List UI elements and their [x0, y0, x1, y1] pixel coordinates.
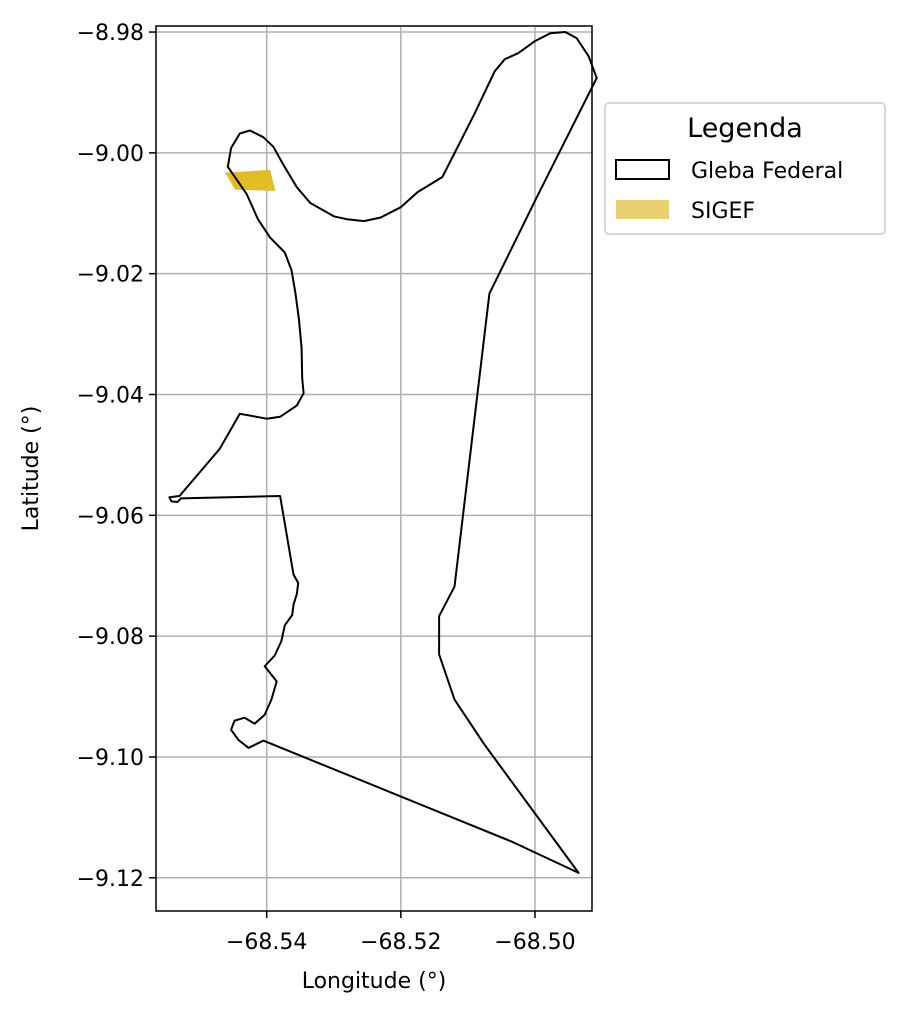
- y-tick-label: −9.00: [77, 142, 144, 167]
- x-axis-ticks: −68.54 −68.52 −68.50: [226, 911, 576, 955]
- y-tick-label: −9.08: [77, 625, 144, 650]
- sigef-polygon: [225, 169, 276, 191]
- gleba-federal-polygon: [168, 31, 598, 874]
- legend: Legenda Gleba Federal SIGEF: [604, 102, 886, 235]
- x-tick-label: −68.50: [494, 930, 575, 955]
- map-layers: [168, 31, 598, 874]
- legend-swatch-sigef: [616, 200, 669, 219]
- y-axis-ticks: −8.98 −9.00 −9.02 −9.04 −9.06 −9.08 −9.10 −9.12: [77, 21, 156, 892]
- y-tick-label: −9.12: [77, 867, 144, 892]
- legend-label-sigef: SIGEF: [691, 199, 755, 224]
- plot-frame: [155, 25, 593, 912]
- y-tick-label: −8.98: [77, 21, 144, 46]
- y-tick-label: −9.06: [77, 504, 144, 529]
- y-tick-label: −9.04: [77, 383, 144, 408]
- y-tick-label: −9.10: [77, 746, 144, 771]
- x-axis-label: Longitude (°): [302, 969, 447, 994]
- legend-label-gleba-federal: Gleba Federal: [691, 159, 843, 184]
- legend-swatch-gleba-federal: [615, 159, 670, 180]
- legend-title: Legenda: [687, 113, 803, 144]
- y-tick-label: −9.02: [77, 263, 144, 288]
- legend-box: [604, 102, 886, 235]
- grid-lines: [156, 26, 592, 911]
- y-axis-label: Latitude (°): [19, 406, 44, 532]
- x-tick-label: −68.52: [360, 930, 441, 955]
- x-tick-label: −68.54: [226, 930, 307, 955]
